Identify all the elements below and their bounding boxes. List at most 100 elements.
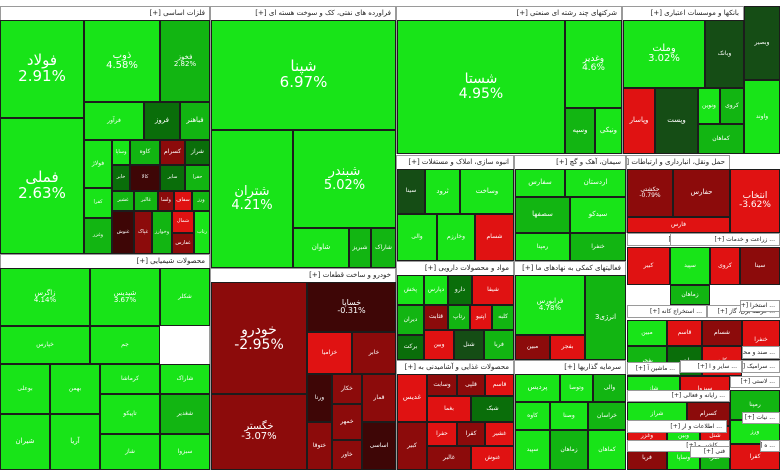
tile-ghasd[interactable]: قاسم xyxy=(485,374,514,396)
sector-header[interactable]: انبوه سازی، املاک و مستغلات [+] xyxy=(397,156,513,170)
tile-folad[interactable]: فولاد 2.91% xyxy=(0,20,84,118)
tile-kromit[interactable]: کروی xyxy=(710,247,740,285)
tile-dalbor[interactable]: دیران xyxy=(397,305,424,335)
sector-header[interactable]: فراورده های نفتی، کک و سوخت هسته ای [+] xyxy=(211,7,395,21)
small-sector-header[interactable]: ... رایانه و فعالی [+] xyxy=(627,390,730,402)
tile-khemhor[interactable]: خمهر xyxy=(332,404,362,440)
tile-sina[interactable]: سینا xyxy=(397,169,425,214)
small-sector-header[interactable]: ... لاستی [+] xyxy=(730,376,780,388)
tile-khamahan[interactable]: کماهان xyxy=(588,430,626,470)
tile-khabar[interactable]: خابر xyxy=(112,165,130,191)
tile-barkat[interactable]: برکت xyxy=(397,335,424,360)
tile-varaz[interactable]: ورز xyxy=(192,191,210,211)
tile-hafarh[interactable]: غفارس xyxy=(172,233,194,254)
small-sector-header[interactable]: ... نیات [+] xyxy=(742,412,780,424)
tile-khesapa[interactable]: خساپا -0.31% xyxy=(307,282,396,332)
tile-bafhr[interactable]: بفجر xyxy=(550,335,585,360)
tile-kalbe[interactable]: کلبه xyxy=(492,305,514,330)
small-sector-header[interactable]: ... ماشین آ [+] xyxy=(627,362,680,375)
tile-saafa[interactable]: سفاف xyxy=(174,191,192,211)
tile-vsana[interactable]: وصنا xyxy=(550,402,588,430)
tile-kafra[interactable]: کفرا xyxy=(457,422,485,446)
tile-gh_pak[interactable]: غپاک xyxy=(134,211,152,254)
tile-sepid[interactable]: سپید xyxy=(670,247,710,285)
tile-gh_nosh[interactable]: غنوش xyxy=(471,446,514,470)
tile-sharabi[interactable]: شراز xyxy=(185,140,210,165)
tile-khegostar[interactable]: خگستر -3.07% xyxy=(211,394,307,470)
tile-vaghadir[interactable]: وغدیر 4.6% xyxy=(565,20,622,108)
tile-kaveh2[interactable]: کاوه xyxy=(515,402,550,430)
tile-moobin[interactable]: مبین xyxy=(627,320,667,346)
tile-ghaneesh[interactable]: قثابت xyxy=(424,305,448,330)
tile-vesanat[interactable]: ولسا xyxy=(158,191,174,211)
tile-vebank[interactable]: وبانک xyxy=(705,20,744,88)
tile-khabar[interactable]: خابر xyxy=(352,332,396,374)
tile-vatna[interactable]: ورنا xyxy=(307,374,332,422)
tile-foroz[interactable]: فروز xyxy=(144,102,180,140)
tile-sina[interactable]: سینا xyxy=(740,247,780,285)
tile-khepars[interactable]: خپارس xyxy=(0,326,90,364)
sector-header[interactable]: حمل ونقل، انبارداری و ارتباطات [+] xyxy=(627,156,729,170)
tile-sebz[interactable]: سبزوا xyxy=(160,434,210,470)
tile-ardestan[interactable]: اردستان xyxy=(565,169,626,197)
tile-khtogha[interactable]: ختوقا xyxy=(307,422,332,470)
small-sector-header[interactable]: ... استخرا [+] xyxy=(740,300,780,312)
tile-vamelat[interactable]: وملت 3.02% xyxy=(623,20,705,88)
tile-sharan[interactable]: شبریز xyxy=(349,228,371,268)
tile-vali[interactable]: والی xyxy=(593,374,626,402)
tile-kabir[interactable]: کبیر xyxy=(627,247,670,285)
tile-kromit[interactable]: کروی xyxy=(720,88,744,124)
tile-entekhab[interactable]: انتخاب -3.62% xyxy=(730,169,780,233)
tile-kave[interactable]: کاوه xyxy=(130,140,160,165)
tile-khodro[interactable]: خودرو -2.95% xyxy=(211,282,307,394)
sector-header[interactable]: محصولات غذایی و آشامیدنی به [+] xyxy=(397,361,513,375)
tile-kesoram[interactable]: کسرام xyxy=(160,140,185,165)
tile-ghashir[interactable]: غشیر xyxy=(112,191,134,211)
tile-shmali[interactable]: شمال xyxy=(172,211,194,233)
tile-daroo[interactable]: دارو xyxy=(448,275,472,305)
small-sector-header[interactable]: ... سایر و ا [+] xyxy=(680,360,742,373)
tile-khenfra[interactable]: خنفرا xyxy=(570,233,626,261)
tile-khazar[interactable]: وخارزم xyxy=(437,214,475,261)
tile-farba[interactable]: فربا xyxy=(484,330,514,360)
tile-gh_nosh[interactable]: غنوش xyxy=(112,211,134,254)
tile-femeli[interactable]: فملی 2.63% xyxy=(0,118,84,254)
tile-kafra[interactable]: کفرا xyxy=(84,188,112,218)
tile-sh_s[interactable]: سایر xyxy=(160,165,185,191)
tile-khzamia[interactable]: خزامیا xyxy=(307,332,352,374)
tile-faraboors[interactable]: فرابورس 4.78% xyxy=(515,275,585,335)
small-sector-header[interactable]: ... زراعت و خدمات [+] xyxy=(670,233,780,246)
small-sector-header[interactable]: ... سرامیک [+] xyxy=(742,360,780,373)
tile-avand[interactable]: واوند xyxy=(744,80,780,154)
tile-rtapak[interactable]: رتاپ xyxy=(448,305,470,330)
tile-hafra[interactable]: حفرا xyxy=(185,165,210,191)
tile-kala[interactable]: کالا xyxy=(130,165,160,191)
small-sector-header[interactable]: ... اطلاعات و ار [+] xyxy=(627,420,727,433)
tile-zob[interactable]: ذوب 4.58% xyxy=(84,20,160,102)
tile-shapna[interactable]: شپنا 6.97% xyxy=(211,20,396,130)
tile-vabasir[interactable]: وبصیر xyxy=(744,6,780,80)
tile-shatran[interactable]: شتران 4.21% xyxy=(211,130,293,268)
tile-ghashir[interactable]: غشیر xyxy=(485,422,514,446)
tile-shaz[interactable]: شاز xyxy=(100,434,160,470)
small-sector-header[interactable]: ... صند و محصو [+] xyxy=(742,346,780,359)
tile-shabk[interactable]: شبک xyxy=(471,396,514,422)
tile-sarayan[interactable]: خراسان xyxy=(588,402,626,430)
tile-ghalbor[interactable]: غالبر xyxy=(134,191,158,211)
tile-fars[interactable]: فارس xyxy=(627,217,730,233)
tile-pakhsh[interactable]: پخش xyxy=(397,275,424,305)
sector-header[interactable]: سیمان، آهک و گچ [+] xyxy=(515,156,625,170)
sector-header[interactable]: محصولات شیمیایی [+] xyxy=(1,255,209,269)
small-sector-header[interactable]: ... استخراج کانه [+] xyxy=(627,305,707,318)
tile-shabandar[interactable]: شبندر 5.02% xyxy=(293,130,396,228)
tile-ghalbor[interactable]: غالبر xyxy=(427,446,471,470)
tile-vkhoram[interactable]: وخوارز xyxy=(152,211,172,254)
tile-hafars[interactable]: حفارس xyxy=(673,169,730,217)
tile-shiran[interactable]: شیران xyxy=(0,414,50,470)
tile-shavan[interactable]: شاوان xyxy=(293,228,349,268)
tile-anrezh[interactable]: انرژی3 xyxy=(585,275,626,360)
tile-tarood[interactable]: ثرود xyxy=(425,169,460,214)
tile-sh_tl[interactable]: شیفا xyxy=(472,275,514,305)
tile-asasi[interactable]: اساسی xyxy=(362,422,396,470)
sector-header[interactable]: خودرو و ساخت قطعات [+] xyxy=(211,269,395,283)
